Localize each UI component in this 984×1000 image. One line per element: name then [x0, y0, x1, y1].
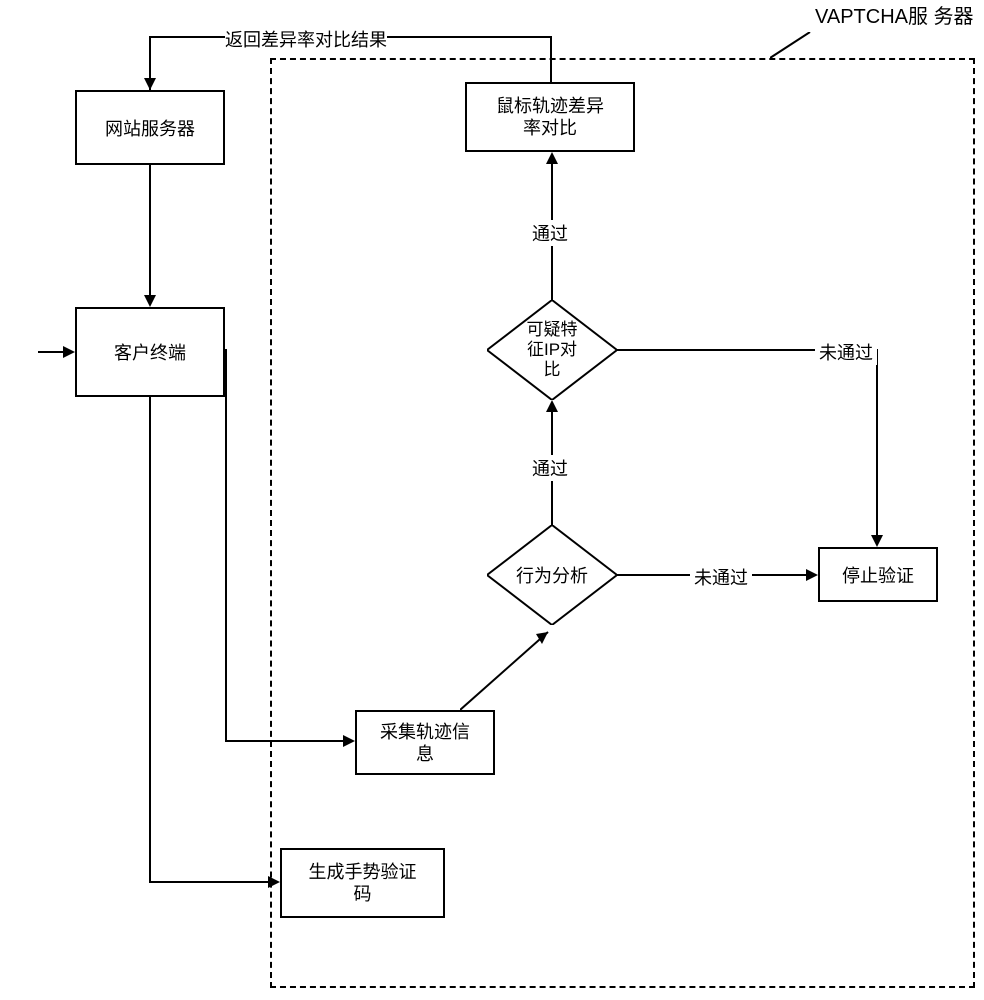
- line-into-ct-left: [38, 351, 63, 353]
- arrowhead-ct-to-gesture: [268, 876, 280, 888]
- gen-gesture-label: 生成手势验证 码: [309, 861, 417, 905]
- line-ip-notpass-v: [876, 349, 878, 535]
- line-ct-to-gesture-v: [149, 397, 151, 882]
- title-leader-svg: [770, 32, 830, 62]
- vaptcha-title: VAPTCHA服 务器: [815, 5, 974, 29]
- arrowhead-behavior-to-ip: [546, 400, 558, 412]
- gen-gesture-box: 生成手势验证 码: [280, 848, 445, 918]
- notpass1-label: 未通过: [815, 339, 877, 365]
- pass2-label: 通过: [530, 455, 570, 481]
- arrow-collect-to-behavior: [460, 620, 560, 715]
- client-terminal-label: 客户终端: [114, 339, 186, 365]
- arrowhead-into-ct-left: [63, 346, 75, 358]
- arrowhead-ip-to-mouse: [546, 152, 558, 164]
- suspicious-ip-label: 可疑特征IP对 比: [520, 320, 585, 380]
- line-return-v2: [550, 36, 552, 82]
- stop-verify-label: 停止验证: [842, 562, 914, 588]
- line-ct-to-collect-v: [225, 349, 227, 742]
- mouse-trajectory-label: 鼠标轨迹差异 率对比: [496, 95, 604, 139]
- client-terminal-box: 客户终端: [75, 307, 225, 397]
- return-result-label: 返回差异率对比结果: [225, 26, 387, 52]
- arrowhead-ct-to-collect: [343, 735, 355, 747]
- arrow-ws-to-ct: [149, 165, 151, 295]
- web-server-label: 网站服务器: [105, 115, 195, 141]
- collect-track-box: 采集轨迹信 息: [355, 710, 495, 775]
- arrowhead-return: [144, 78, 156, 90]
- collect-track-label: 采集轨迹信 息: [380, 721, 470, 765]
- arrowhead-behavior-notpass: [806, 569, 818, 581]
- line-ct-to-gesture-h: [149, 881, 268, 883]
- arrowhead-ws-to-ct: [144, 295, 156, 307]
- arrowhead-ip-notpass: [871, 535, 883, 547]
- stop-verify-box: 停止验证: [818, 547, 938, 602]
- suspicious-ip-diamond: 可疑特征IP对 比: [487, 300, 617, 400]
- line-ct-to-collect-h: [225, 740, 343, 742]
- behavior-analysis-label: 行为分析: [516, 562, 588, 588]
- pass1-label: 通过: [530, 220, 570, 246]
- mouse-trajectory-box: 鼠标轨迹差异 率对比: [465, 82, 635, 152]
- notpass2-label: 未通过: [690, 564, 752, 590]
- behavior-analysis-diamond: 行为分析: [487, 525, 617, 625]
- web-server-box: 网站服务器: [75, 90, 225, 165]
